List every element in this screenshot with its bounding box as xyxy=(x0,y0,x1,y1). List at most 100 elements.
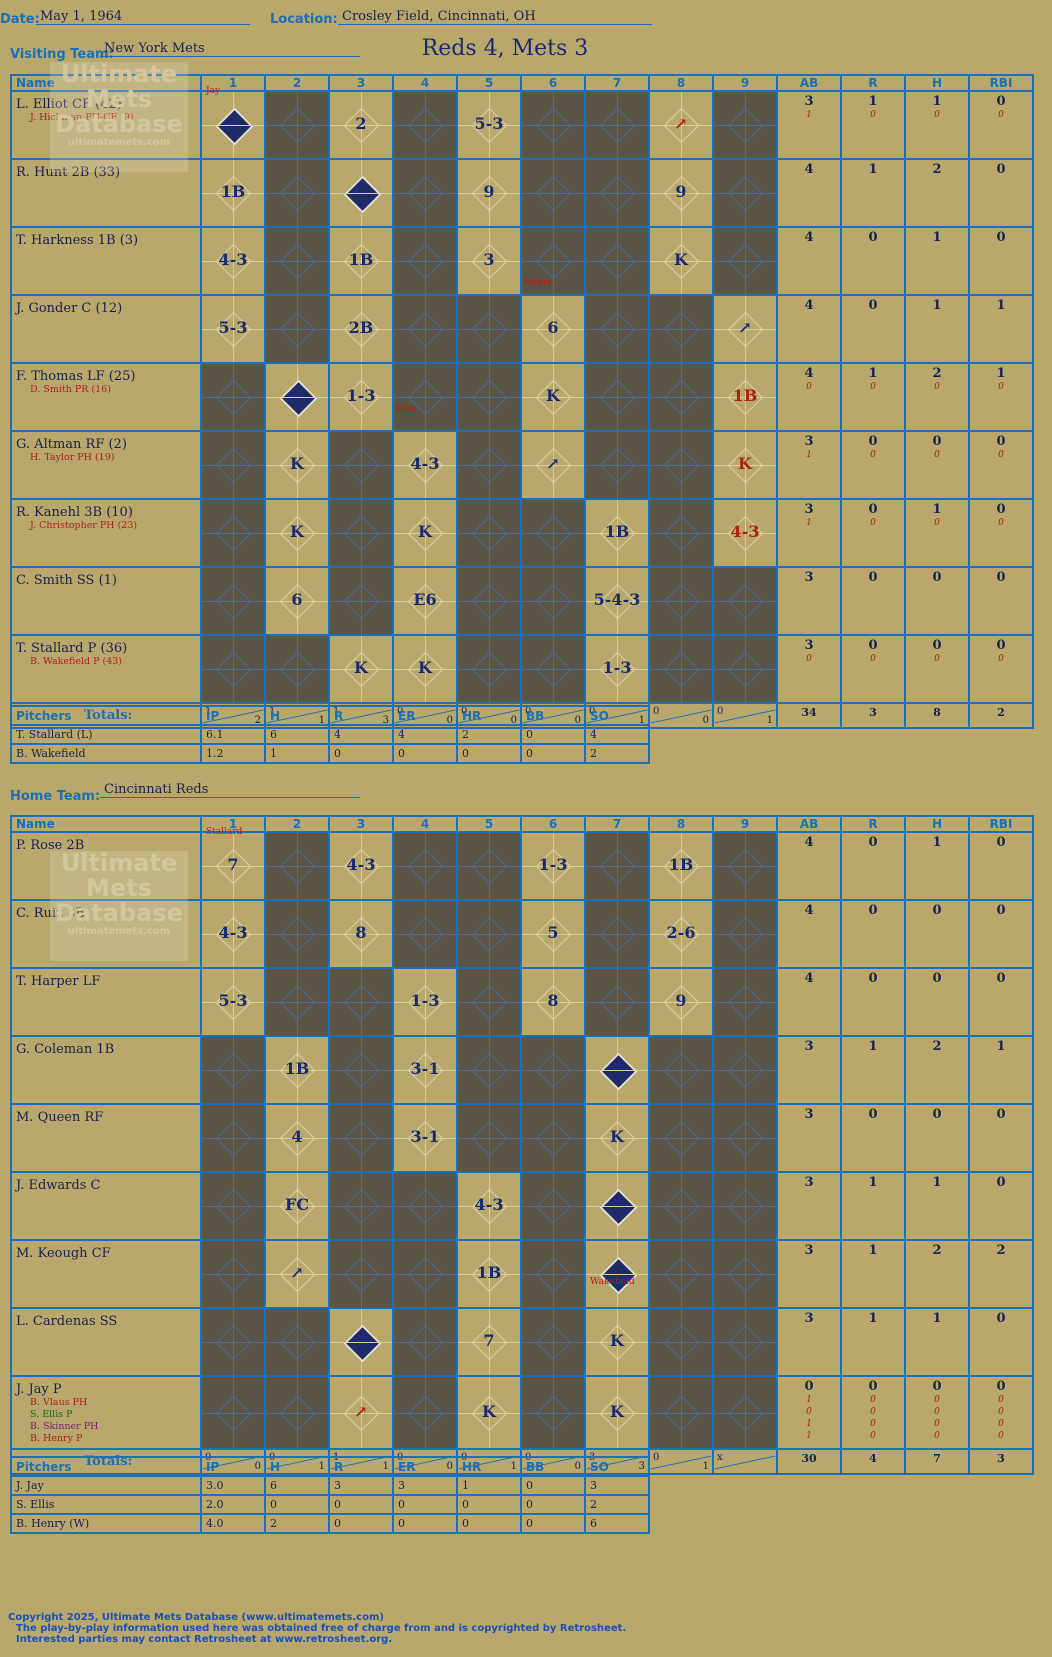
inning-cell: K xyxy=(392,498,458,568)
ab-value: 4 xyxy=(804,298,814,313)
inning-cell xyxy=(648,634,714,704)
play-result: 1B xyxy=(348,250,374,269)
pitcher-stat: 6 xyxy=(584,1513,650,1534)
pitcher-stat: 0 xyxy=(392,1513,458,1534)
inning-cell: K xyxy=(264,498,330,568)
pitcher-stat: 3.0 xyxy=(200,1475,266,1496)
date-label: Date: xyxy=(0,12,40,27)
inning-cell xyxy=(392,1375,458,1450)
substitute-name: B. Wakefield P (43) xyxy=(30,656,123,667)
base-diamond xyxy=(727,1256,764,1293)
substitute-name: S. Ellis P xyxy=(30,1409,73,1420)
base-diamond xyxy=(535,651,572,688)
pitching-header: ER xyxy=(392,1456,458,1477)
batter-ab: 4 xyxy=(776,158,842,228)
base-diamond xyxy=(407,107,444,144)
base-diamond xyxy=(599,916,636,953)
r-value: 1 xyxy=(868,1039,878,1054)
pitcher-change-note: Wakefield xyxy=(590,1277,635,1287)
inning-header: 2 xyxy=(264,815,330,833)
inning-cell: 9 xyxy=(456,158,522,228)
base-diamond xyxy=(535,1188,572,1225)
h-value: 0 xyxy=(932,903,942,918)
batter-name: C. Ruiz 3B xyxy=(16,906,85,921)
inning-cell: 1-3 xyxy=(328,362,394,432)
inning-header: 6 xyxy=(520,815,586,833)
play-result: 9 xyxy=(675,182,687,201)
inning-header: 5 xyxy=(456,815,522,833)
inning-cell: K xyxy=(648,226,714,296)
batter-rbi: 0 xyxy=(968,226,1034,296)
inning-cell xyxy=(648,1239,714,1309)
base-diamond xyxy=(599,311,636,348)
play-result: 4 xyxy=(291,1127,303,1146)
base-diamond xyxy=(279,984,316,1021)
inning-cell: 7 xyxy=(456,1307,522,1377)
play-result: 1B xyxy=(476,1263,502,1282)
inning-cell xyxy=(648,1171,714,1241)
batter-rbi: 0 xyxy=(968,967,1034,1037)
h-value: 2 xyxy=(932,1039,942,1054)
base-diamond xyxy=(343,1188,380,1225)
inning-cell: K xyxy=(392,634,458,704)
inning-runs: x xyxy=(717,1452,723,1463)
batter-name-cell: R. Hunt 2B (33) xyxy=(10,158,202,228)
substitute-stat: 0 xyxy=(870,1419,876,1429)
batter-rbi: 0 xyxy=(968,831,1034,901)
ab-value: 3 xyxy=(804,434,814,449)
batter-row: T. Harper LF 5-3 1-3 8 9 4 0 0 0 xyxy=(10,967,1034,1037)
play-result: K xyxy=(482,1401,496,1421)
inning-cell xyxy=(456,967,522,1037)
inning-cell: 4-3 xyxy=(328,831,394,901)
location-label: Location: xyxy=(270,12,338,27)
ab-column-header: AB xyxy=(776,815,842,833)
substitute-stat: 0 xyxy=(998,382,1004,392)
inning-cell xyxy=(328,566,394,636)
batter-h: 2 xyxy=(904,158,970,228)
pitching-header: H xyxy=(264,1456,330,1477)
inning-cell xyxy=(392,90,458,160)
run-scored-diamond xyxy=(599,1188,638,1227)
pitcher-stat: 0 xyxy=(328,1513,394,1534)
h-value: 1 xyxy=(932,230,942,245)
inning-cell xyxy=(392,158,458,228)
substitute-stat: 0 xyxy=(934,654,940,664)
batter-name-cell: T. Harkness 1B (3) xyxy=(10,226,202,296)
play-result: 1-3 xyxy=(346,386,376,405)
inning-cell xyxy=(264,967,330,1037)
r-value: 0 xyxy=(868,570,878,585)
pitching-header: R xyxy=(328,1456,394,1477)
ab-value: 3 xyxy=(804,94,814,109)
visiting-team-label: Visiting Team: xyxy=(10,47,114,62)
inning-cell: 2 xyxy=(328,90,394,160)
r-value: 0 xyxy=(868,971,878,986)
base-diamond xyxy=(279,311,316,348)
ab-value: 3 xyxy=(804,1039,814,1054)
base-diamond xyxy=(599,379,636,416)
inning-cell xyxy=(712,1307,778,1377)
base-diamond xyxy=(407,916,444,953)
batter-ab: 3 xyxy=(776,1171,842,1241)
run-scored-diamond xyxy=(599,1052,638,1091)
total-r: 3 xyxy=(840,702,906,729)
inning-cell: K xyxy=(328,634,394,704)
pitcher-stat: 4.0 xyxy=(200,1513,266,1534)
pitcher-stat: 0 xyxy=(520,1494,586,1515)
rbi-value: 1 xyxy=(996,1039,1006,1054)
batter-name-cell: F. Thomas LF (25) D. Smith PR (16) xyxy=(10,362,202,432)
inning-cell: 9 xyxy=(648,967,714,1037)
substitute-name: B. Vlaus PH xyxy=(30,1397,88,1408)
play-result: 8 xyxy=(355,923,367,942)
batter-name: T. Stallard P (36) xyxy=(16,641,128,656)
inning-hits: 1 xyxy=(702,1461,709,1472)
base-diamond xyxy=(727,243,764,280)
inning-cell xyxy=(648,1103,714,1173)
play-result: 1B xyxy=(668,855,694,874)
base-diamond xyxy=(727,107,764,144)
pitcher-row: S. Ellis 2.0 0 0 0 0 0 2 xyxy=(10,1494,650,1515)
rbi-value: 1 xyxy=(996,298,1006,313)
inning-header: 4 xyxy=(392,74,458,92)
pitcher-stat: 6.1 xyxy=(200,724,266,745)
